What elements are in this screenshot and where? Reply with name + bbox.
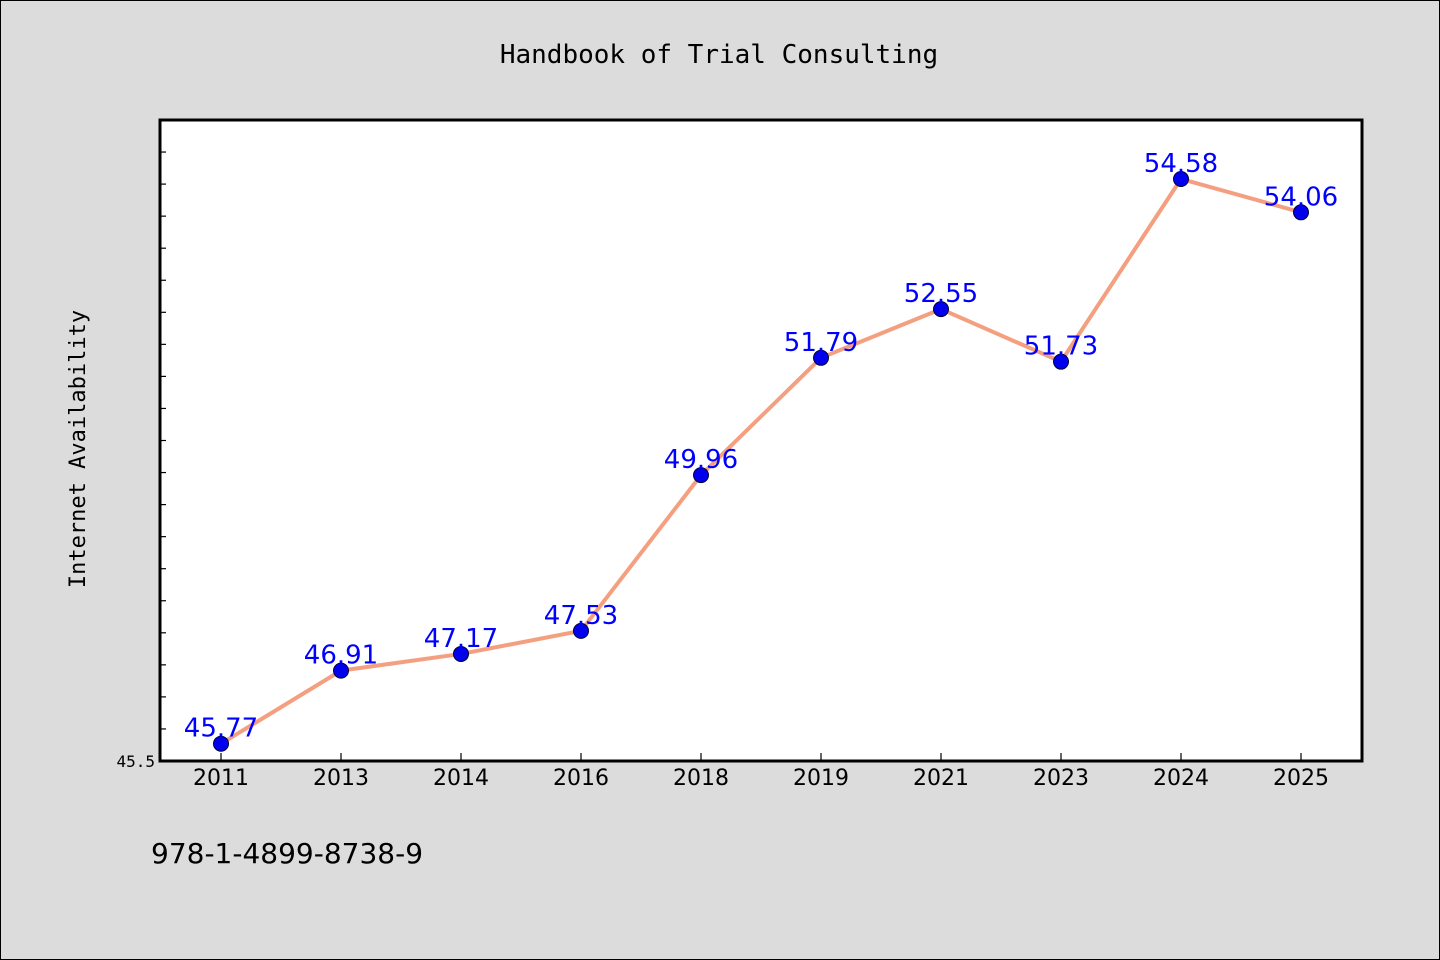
- chart-title: Handbook of Trial Consulting: [500, 40, 938, 70]
- data-point: [693, 467, 709, 484]
- series-line: [219, 176, 1302, 746]
- x-tick-label: 2023: [1033, 766, 1089, 791]
- data-label: 51.73: [1024, 332, 1098, 362]
- x-tick-label: 2011: [193, 766, 249, 791]
- x-tick-label: 2024: [1153, 766, 1209, 791]
- data-label: 45.77: [184, 714, 258, 744]
- x-tick-label: 2014: [433, 766, 489, 791]
- data-point: [453, 645, 469, 662]
- x-tick-label: 2021: [913, 766, 969, 791]
- data-point: [813, 349, 829, 366]
- x-axis-ticks: 2011 2013 2014 2016 2018 2019 2021 2023 2024 2025: [193, 753, 1329, 791]
- x-tick-label: 2019: [793, 766, 849, 791]
- plot-frame: [158, 118, 1364, 763]
- data-label: 46.91: [304, 641, 378, 671]
- y-tick-label: 45.5: [116, 752, 155, 771]
- plot-area: [160, 120, 1362, 761]
- x-tick-label: 2025: [1273, 766, 1329, 791]
- data-markers: [213, 170, 1309, 752]
- data-point: [1053, 353, 1069, 370]
- data-label: 54.06: [1264, 182, 1338, 212]
- data-label: 47.53: [544, 601, 618, 631]
- data-point: [1173, 170, 1189, 187]
- data-point: [573, 622, 589, 639]
- x-tick-label: 2013: [313, 766, 369, 791]
- data-point: [213, 735, 229, 752]
- isbn-annotation: 978-1-4899-8738-9: [151, 837, 423, 870]
- data-label: 49.96: [664, 445, 738, 475]
- data-label: 51.79: [784, 328, 858, 358]
- data-point: [1293, 204, 1309, 221]
- x-tick-label: 2016: [553, 766, 609, 791]
- x-tick-label: 2018: [673, 766, 729, 791]
- data-point: [333, 662, 349, 679]
- data-label: 52.55: [904, 279, 978, 309]
- y-axis-tick-labels: 45.5: [116, 752, 155, 771]
- data-label: 54.58: [1144, 149, 1218, 179]
- data-point: [933, 301, 949, 318]
- data-labels: 45.77 46.91 47.17 47.53 49.96 51.79 52.55 51.73…: [184, 149, 1338, 744]
- data-label: 47.17: [424, 624, 498, 654]
- y-axis-label: Internet Availability: [66, 310, 91, 588]
